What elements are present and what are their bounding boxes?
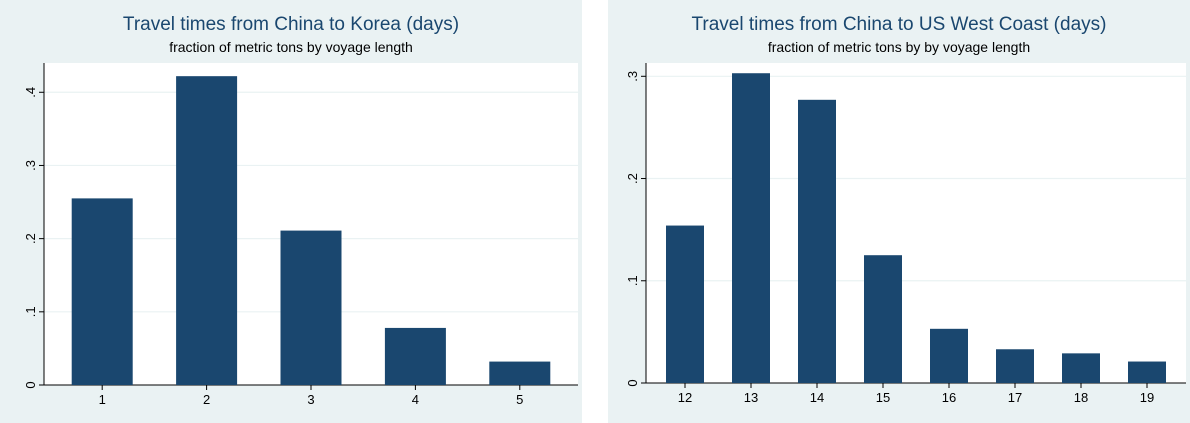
plot-area: [646, 63, 1186, 383]
bar: [176, 76, 238, 385]
bar: [864, 255, 902, 383]
x-tick-label: 19: [1140, 390, 1154, 405]
y-tick-label: .3: [23, 160, 38, 171]
y-tick-label: .2: [625, 173, 640, 184]
x-tick-label: 13: [744, 390, 758, 405]
bar: [280, 230, 342, 385]
x-tick-label: 18: [1074, 390, 1088, 405]
y-tick-label: 0: [625, 379, 640, 386]
x-tick-label: 17: [1008, 390, 1022, 405]
chart-subtitle: fraction of metric tons by voyage length: [169, 39, 413, 55]
x-tick-label: 5: [516, 392, 523, 407]
x-tick-label: 2: [203, 392, 210, 407]
y-tick-label: .1: [625, 275, 640, 286]
korea-chart-panel: Travel times from China to Korea (days) …: [0, 0, 582, 423]
us-west-coast-chart-panel: Travel times from China to US West Coast…: [608, 0, 1190, 423]
us-west-coast-bar-chart: 0 .1 .2 .3 12 13 14 15 16 17 18 19: [625, 63, 1186, 405]
bar: [489, 361, 551, 385]
x-tick-label: 12: [678, 390, 692, 405]
bar: [384, 327, 446, 385]
bar: [798, 99, 836, 383]
chart-subtitle: fraction of metric tons by by voyage len…: [767, 39, 1031, 55]
x-tick-label: 4: [412, 392, 419, 407]
x-tick-label: 3: [307, 392, 314, 407]
y-tick-label: .1: [23, 306, 38, 317]
bar: [930, 328, 968, 383]
bar: [71, 198, 133, 385]
chart-title: Travel times from China to Korea (days): [122, 14, 460, 35]
korea-bar-chart: 0 .1 .2 .3 .4 1 2 3 4 5: [23, 63, 578, 407]
y-tick-label: .2: [23, 233, 38, 244]
bar: [666, 225, 704, 383]
x-tick-label: 16: [942, 390, 956, 405]
x-tick-label: 15: [876, 390, 890, 405]
bar: [1128, 361, 1166, 383]
x-tick-label: 1: [99, 392, 106, 407]
y-tick-label: 0: [23, 381, 38, 388]
y-tick-label: .3: [625, 71, 640, 82]
x-tick-label: 14: [810, 390, 824, 405]
bar: [1062, 353, 1100, 383]
bar: [732, 73, 770, 384]
chart-title: Travel times from China to US West Coast…: [691, 14, 1107, 35]
y-tick-label: .4: [23, 87, 38, 98]
bar: [996, 349, 1034, 383]
